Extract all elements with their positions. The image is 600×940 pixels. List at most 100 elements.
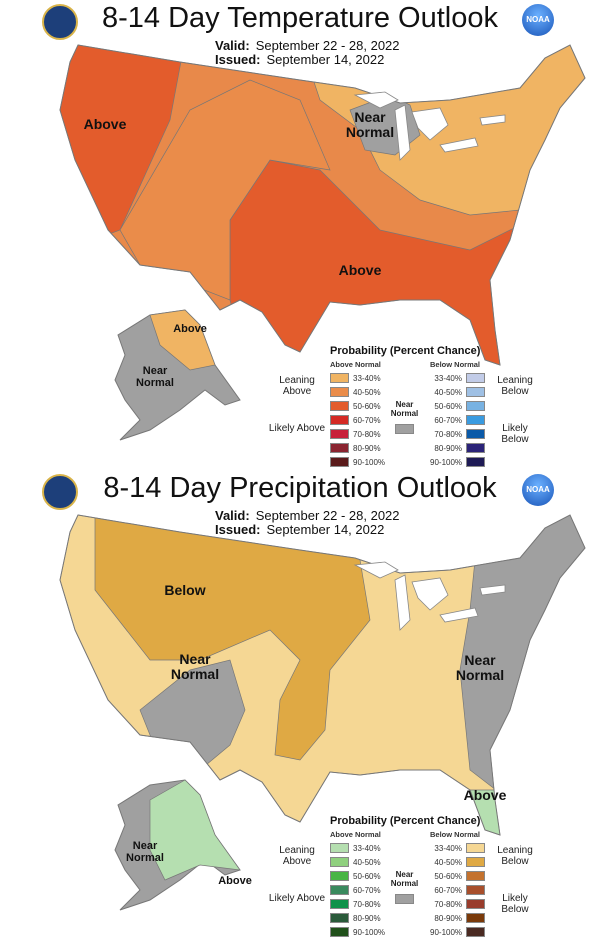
legend-range: 80-90% (353, 913, 381, 923)
legend-range: 70-80% (434, 899, 462, 909)
legend-swatch (466, 401, 485, 411)
map-label: Above (218, 875, 252, 887)
legend-near-swatch (395, 894, 414, 904)
legend-swatch (330, 843, 349, 853)
legend-above-row: 33-40% (330, 373, 381, 383)
legend-below-row: 70-80% (430, 899, 485, 909)
legend-range: 50-60% (434, 401, 462, 411)
legend-above-header: Above Normal (330, 360, 381, 369)
legend-below-row: 40-50% (430, 857, 485, 867)
outlook-panel: NOAA 8-14 Day Temperature Outlook Valid:… (42, 2, 600, 470)
legend-swatch (330, 857, 349, 867)
legend-range: 33-40% (353, 373, 381, 383)
legend-swatch (466, 899, 485, 909)
legend-swatch (330, 415, 349, 425)
legend-below-row: 90-100% (430, 927, 485, 937)
legend-leaning-below: Leaning Below (497, 375, 533, 397)
legend-swatch (330, 457, 349, 467)
legend-below-header: Below Normal (430, 830, 481, 839)
legend: Probability (Percent Chance) Above Norma… (269, 815, 600, 940)
legend-above-row: 60-70% (330, 415, 381, 425)
legend-range: 70-80% (353, 899, 381, 909)
legend-swatch (466, 387, 485, 397)
noaa-logo: NOAA (522, 474, 554, 506)
legend-swatch (330, 927, 349, 937)
legend-swatch (466, 913, 485, 923)
legend-range: 80-90% (434, 443, 462, 453)
legend-range: 33-40% (353, 843, 381, 853)
legend-swatch (466, 857, 485, 867)
legend-swatch (466, 373, 485, 383)
legend-swatch (330, 885, 349, 895)
legend-range: 40-50% (434, 387, 462, 397)
legend-near-normal: Near Normal (390, 870, 419, 888)
legend-range: 40-50% (353, 387, 381, 397)
outlook-panel: NOAA 8-14 Day Precipitation Outlook Vali… (0, 470, 600, 940)
legend-near-swatch (395, 424, 414, 434)
issued-date: Issued: September 14, 2022 (215, 52, 385, 67)
legend-range: 40-50% (353, 857, 381, 867)
legend-below-row: 80-90% (430, 443, 485, 453)
legend-above-row: 33-40% (330, 843, 381, 853)
legend-likely-above: Likely Above (268, 423, 326, 434)
legend-below-row: 90-100% (430, 457, 485, 467)
legend-likely-below: Likely Below (501, 893, 529, 915)
legend-range: 33-40% (434, 373, 462, 383)
legend-range: 40-50% (434, 857, 462, 867)
legend-below-row: 60-70% (430, 885, 485, 895)
legend-range: 33-40% (434, 843, 462, 853)
legend-range: 50-60% (434, 871, 462, 881)
map-label: Above (463, 787, 507, 803)
doc-seal-logo (42, 4, 78, 40)
legend-leaning-above: Leaning Above (279, 845, 315, 867)
legend-above-row: 70-80% (330, 429, 381, 439)
map-label: Above (83, 116, 127, 132)
valid-dates: Valid: September 22 - 28, 2022 (215, 508, 400, 523)
valid-dates: Valid: September 22 - 28, 2022 (215, 38, 400, 53)
legend-below-row: 80-90% (430, 913, 485, 923)
legend-near-normal: Near Normal (390, 400, 419, 418)
legend-range: 70-80% (434, 429, 462, 439)
legend-above-row: 90-100% (330, 927, 385, 937)
legend-above-row: 80-90% (330, 913, 381, 923)
legend-range: 80-90% (353, 443, 381, 453)
legend-below-row: 60-70% (430, 415, 485, 425)
legend-swatch (330, 871, 349, 881)
doc-seal-logo (42, 474, 78, 510)
alaska-region (149, 779, 241, 881)
legend-leaning-above: Leaning Above (279, 375, 315, 397)
legend-below-row: 33-40% (430, 843, 485, 853)
legend-range: 50-60% (353, 871, 381, 881)
legend-below-row: 50-60% (430, 871, 485, 881)
legend-swatch (466, 871, 485, 881)
legend-swatch (466, 843, 485, 853)
legend-swatch (330, 387, 349, 397)
legend-above-row: 70-80% (330, 899, 381, 909)
probability-region (94, 515, 371, 761)
legend-above-row: 60-70% (330, 885, 381, 895)
legend-title: Probability (Percent Chance) (330, 345, 481, 357)
legend-likely-above: Likely Above (268, 893, 326, 904)
page-title: 8-14 Day Precipitation Outlook (103, 472, 497, 504)
legend-title: Probability (Percent Chance) (330, 815, 481, 827)
issued-date: Issued: September 14, 2022 (215, 522, 385, 537)
legend-above-row: 50-60% (330, 871, 381, 881)
legend-range: 80-90% (434, 913, 462, 923)
legend-swatch (330, 443, 349, 453)
map-label: Above (173, 323, 207, 335)
legend-swatch (466, 927, 485, 937)
page-title: 8-14 Day Temperature Outlook (101, 2, 498, 34)
legend-above-row: 50-60% (330, 401, 381, 411)
legend-above-row: 40-50% (330, 857, 381, 867)
legend-above-row: 80-90% (330, 443, 381, 453)
legend-below-row: 40-50% (430, 387, 485, 397)
legend-above-row: 90-100% (330, 457, 385, 467)
legend-below-row: 70-80% (430, 429, 485, 439)
legend-swatch (466, 885, 485, 895)
noaa-logo: NOAA (522, 4, 554, 36)
legend: Probability (Percent Chance) Above Norma… (269, 345, 600, 470)
legend-range: 90-100% (430, 457, 463, 467)
legend-swatch (330, 913, 349, 923)
legend-above-row: 40-50% (330, 387, 381, 397)
legend-swatch (466, 457, 485, 467)
